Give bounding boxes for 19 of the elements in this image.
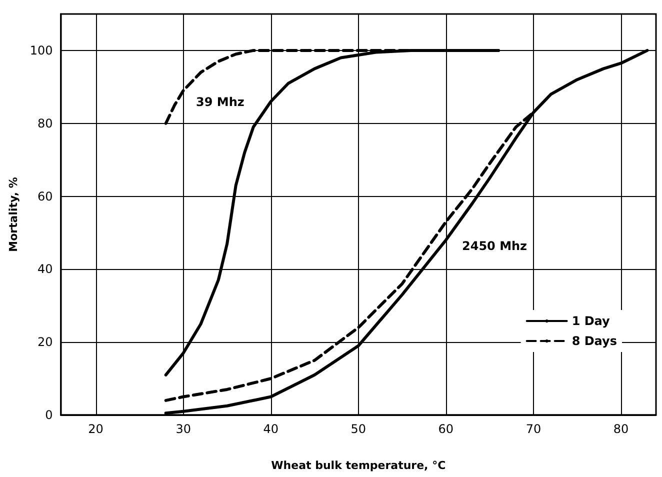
x-axis-title: Wheat bulk temperature, °C	[271, 459, 446, 472]
y-tick-label: 0	[45, 408, 53, 422]
x-tick-label: 60	[438, 422, 454, 436]
y-tick-label: 60	[38, 189, 53, 204]
y-axis-title: Mortality, %	[7, 177, 20, 252]
y-tick-label: 20	[38, 335, 53, 350]
x-tick-label: 80	[613, 422, 629, 436]
x-tick-label: 30	[176, 422, 191, 436]
x-tick-label: 70	[526, 422, 542, 436]
x-tick-label: 20	[88, 422, 104, 436]
annotation: 39 Mhz	[196, 95, 244, 109]
legend-label: 1 Day	[572, 314, 610, 328]
y-tick-label: 80	[38, 116, 53, 130]
legend-label: 8 Days	[572, 334, 618, 348]
x-tick-label: 50	[350, 422, 366, 436]
y-tick-label: 40	[38, 262, 53, 276]
annotation: 2450 Mhz	[462, 239, 528, 253]
x-tick-label: 40	[263, 422, 279, 436]
y-tick-label: 100	[30, 43, 53, 58]
